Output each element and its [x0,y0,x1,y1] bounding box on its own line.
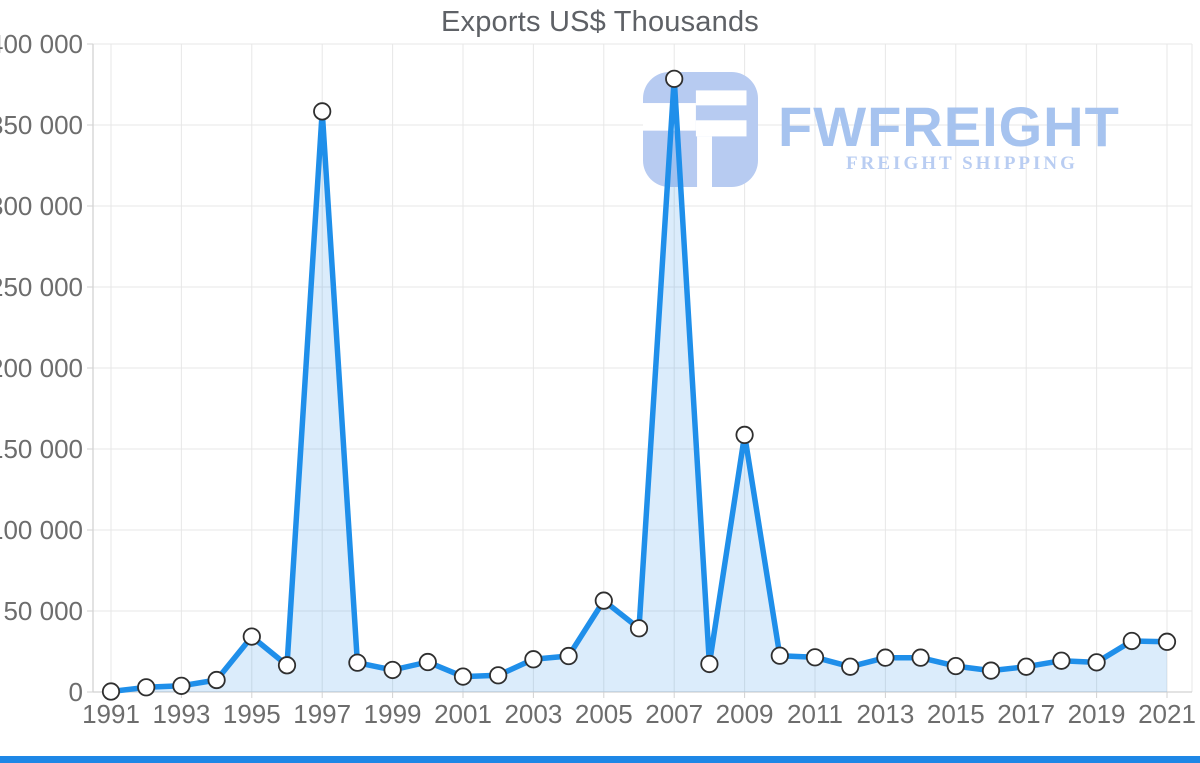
x-tick-label: 2009 [716,699,774,729]
data-point-marker [277,656,297,675]
data-point-marker [735,425,754,445]
y-tick-label: 250 000 [0,272,83,302]
x-tick-label: 2015 [927,699,985,729]
data-point-marker [489,666,508,685]
data-point-marker [172,676,191,695]
x-tick-label: 2013 [856,699,914,729]
x-tick-label: 1995 [223,699,281,729]
data-point-marker [629,619,649,638]
y-tick-label: 350 000 [0,110,83,140]
x-tick-label: 1993 [152,699,210,729]
data-point-marker [453,667,473,686]
data-point-marker [1122,631,1141,651]
data-point-marker [1157,632,1177,651]
y-tick-label: 150 000 [0,434,83,464]
x-tick-label: 2019 [1068,699,1126,729]
x-tick-label: 2007 [645,699,703,729]
x-tick-label: 2017 [997,699,1055,729]
data-point-marker [1017,657,1036,676]
data-point-marker [594,591,613,610]
data-point-marker [770,646,789,665]
data-point-marker [137,678,156,697]
x-tick-label: 2003 [504,699,562,729]
data-point-marker [242,627,261,646]
x-tick-label: 2001 [434,699,492,729]
data-point-marker [876,648,895,667]
data-point-marker [383,660,402,680]
data-point-marker [1052,651,1071,670]
data-point-marker [665,69,684,88]
chart-title: Exports US$ Thousands [440,6,759,38]
data-point-marker [559,646,578,666]
y-tick-label: 200 000 [0,353,83,383]
data-point-marker [805,648,825,667]
data-point-marker [101,682,121,701]
x-tick-label: 1997 [293,699,351,729]
data-point-marker [946,656,965,676]
y-tick-label: 300 000 [0,191,83,221]
y-tick-label: 0 [69,677,83,707]
y-tick-label: 100 000 [0,515,83,545]
data-point-marker [841,657,860,676]
data-point-marker [418,652,437,672]
y-tick-label: 50 000 [3,596,83,626]
x-tick-label: 2011 [787,699,843,729]
y-tick-label: 400 000 [0,29,83,59]
series-line [108,76,1170,695]
x-tick-label: 1991 [82,699,140,729]
data-point-marker [981,661,1001,680]
footer-accent-bar [0,756,1200,763]
data-point-marker [313,102,332,121]
area-fill [111,78,1167,693]
x-tick-label: 2005 [575,699,633,729]
data-point-marker [207,670,226,690]
data-point-marker [1087,653,1106,672]
data-point-marker [911,648,930,667]
data-point-marker [524,650,543,669]
data-point-marker [700,654,719,674]
x-tick-label: 2021 [1138,699,1196,729]
data-point-marker [348,653,367,672]
x-tick-label: 1999 [364,699,422,729]
